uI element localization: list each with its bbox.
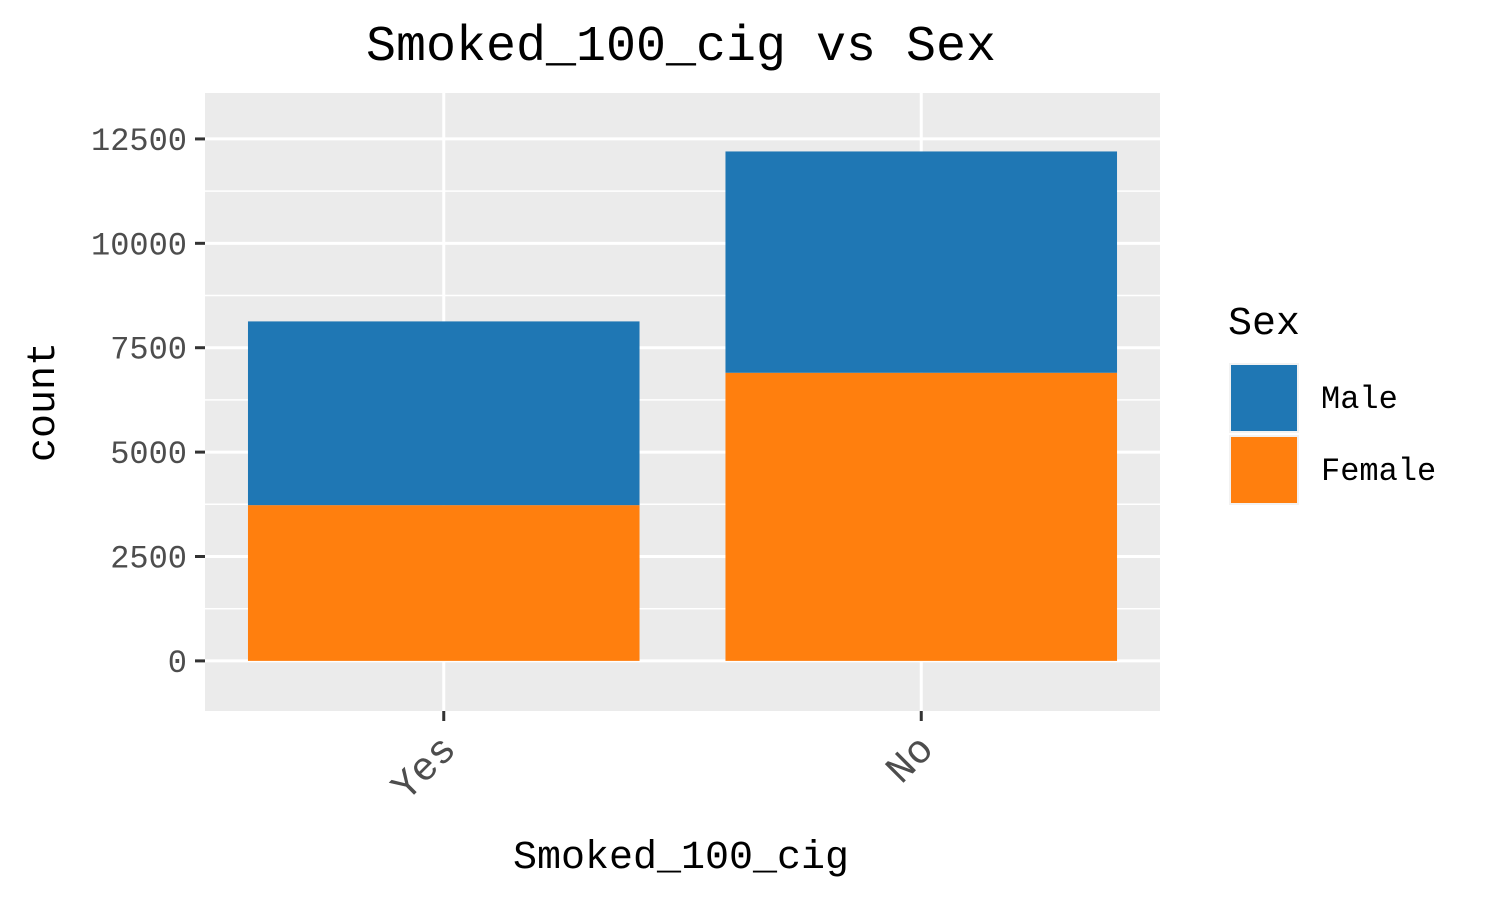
bar-female-yes: [247, 505, 640, 661]
x-tick-label-no: No: [879, 728, 945, 794]
y-tick-label: 7500: [110, 332, 187, 369]
bar-male-no: [725, 151, 1118, 373]
x-axis-title: Smoked_100_cig: [513, 836, 849, 881]
bar-female-no: [725, 372, 1118, 661]
legend: Sex Male Female: [1228, 302, 1436, 505]
y-tick-label: 12500: [91, 123, 187, 160]
legend-label-female: Female: [1321, 453, 1436, 490]
axis-layer: 0 2500 5000 7500 10000 12500 Yes No: [91, 123, 944, 811]
x-tick-label-yes: Yes: [384, 728, 467, 811]
y-tick-label: 10000: [91, 227, 187, 264]
y-tick-label: 5000: [110, 436, 187, 473]
legend-label-male: Male: [1321, 381, 1398, 418]
bars-layer: [247, 151, 1118, 661]
y-axis-title: count: [22, 342, 67, 462]
legend-title: Sex: [1228, 302, 1300, 347]
y-tick-label: 2500: [110, 541, 187, 578]
bar-male-yes: [247, 321, 640, 506]
legend-swatch-female: [1231, 437, 1297, 503]
y-tick-label: 0: [168, 645, 187, 682]
legend-swatch-male: [1231, 365, 1297, 431]
chart-title: Smoked_100_cig vs Sex: [366, 19, 996, 76]
